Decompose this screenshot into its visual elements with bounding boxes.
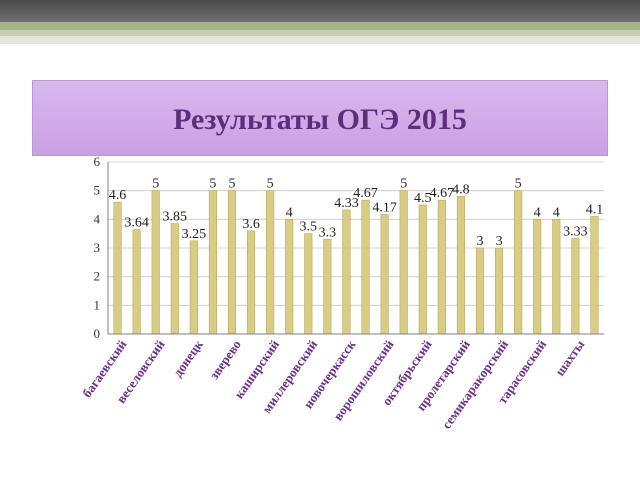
data-label: 3 (496, 234, 503, 249)
bar (418, 204, 427, 335)
bar-layer (113, 190, 599, 335)
y-tick-label: 6 (94, 154, 101, 169)
bar (113, 201, 122, 335)
top-decor-stripe (0, 30, 640, 36)
bar (495, 247, 504, 335)
bar (285, 219, 294, 335)
data-label: 4.5 (414, 191, 432, 206)
data-label: 3 (477, 234, 484, 249)
bar (227, 190, 237, 335)
y-tick-label: 0 (94, 326, 101, 341)
data-label: 4.17 (372, 200, 397, 215)
data-label: 5 (515, 177, 522, 192)
bar (304, 233, 313, 335)
data-label: 4 (534, 205, 541, 220)
bar (189, 240, 198, 335)
data-label: 5 (400, 177, 407, 192)
bar (323, 239, 332, 335)
top-decor-band (0, 0, 640, 22)
y-tick-label: 3 (94, 240, 101, 255)
bar (380, 214, 389, 335)
y-tick-label: 1 (94, 297, 101, 312)
top-decor-stripe (0, 36, 640, 44)
data-label: 3.25 (182, 227, 207, 242)
y-tick-label: 4 (94, 211, 101, 226)
bar (399, 190, 408, 335)
bar (132, 229, 141, 335)
data-label: 4.1 (586, 202, 604, 217)
data-label: 3.64 (124, 216, 149, 231)
data-label: 4 (286, 205, 293, 220)
data-label: 4.6 (109, 188, 127, 203)
bar (571, 238, 580, 335)
bar (456, 196, 465, 335)
data-label: 5 (209, 177, 216, 192)
bar (342, 209, 351, 335)
bar (361, 199, 370, 335)
data-label: 4.67 (353, 186, 378, 201)
y-tick-label: 2 (94, 269, 101, 284)
slide-title: Результаты ОГЭ 2015 (173, 103, 467, 136)
data-label: 3.85 (163, 210, 188, 225)
data-label: 4.67 (430, 186, 455, 201)
title-box: Результаты ОГЭ 2015 (32, 80, 608, 156)
bar (266, 190, 275, 335)
bar (247, 230, 256, 335)
x-category-label: зверево (206, 337, 244, 382)
x-category-label: шахты (552, 337, 587, 379)
data-label: 3.33 (563, 225, 588, 240)
data-label: 5 (229, 177, 236, 192)
data-label: 3.3 (319, 225, 337, 240)
bar (514, 190, 523, 335)
bar (533, 219, 542, 335)
y-tick-label: 5 (94, 183, 101, 198)
data-label: 3.6 (242, 217, 260, 232)
bar (170, 223, 179, 335)
x-category-label: донецк (170, 337, 206, 380)
bar (151, 190, 160, 335)
bar (437, 199, 446, 335)
data-label: 4.33 (334, 196, 359, 211)
x-category-label: семикаракорский (439, 337, 512, 432)
top-decor-stripe (0, 22, 640, 30)
bar (208, 190, 217, 335)
bar (552, 219, 561, 335)
data-label: 5 (267, 177, 274, 192)
bar (475, 247, 485, 335)
bar (590, 216, 599, 335)
data-label: 4.8 (452, 182, 470, 197)
data-label: 3.5 (300, 220, 318, 235)
data-label: 5 (152, 177, 159, 192)
data-label: 4 (553, 205, 560, 220)
